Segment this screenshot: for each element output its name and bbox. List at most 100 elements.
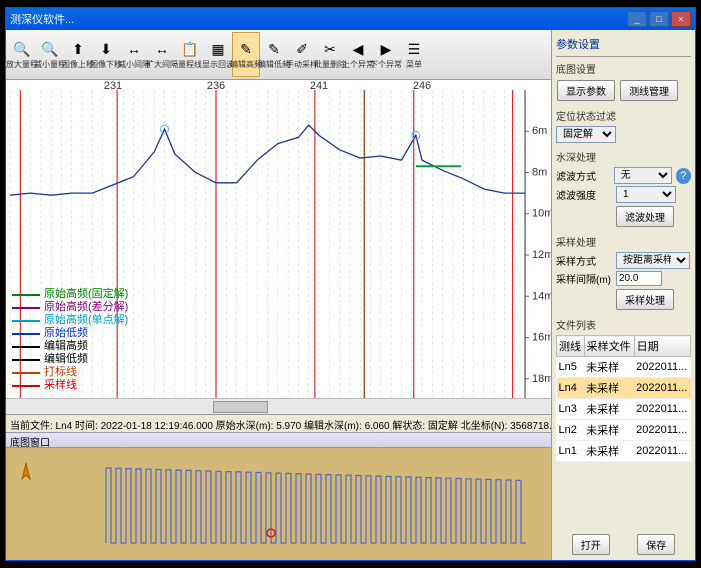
position-filter-select[interactable]: 固定解 (556, 126, 616, 143)
close-button[interactable]: × (671, 11, 691, 27)
sample-group: 采样处理 采样方式 按距离采样 采样间隔(m) 采样处理 (556, 234, 691, 311)
edit-lf-icon: ✎ (264, 39, 284, 59)
zoom-in-icon: 🔍 (12, 39, 32, 59)
open-button[interactable]: 打开 (572, 534, 610, 555)
zoom-in-button[interactable]: 🔍放大量程 (8, 32, 36, 77)
help-icon[interactable]: ? (676, 168, 691, 184)
next-icon: ▶ (376, 39, 396, 59)
table-row[interactable]: Ln3未采样2022011... (557, 399, 691, 420)
svg-text:10m: 10m (532, 208, 551, 220)
prev-button[interactable]: ◀上个异常 (344, 32, 372, 77)
position-group: 定位状态过滤 固定解 (556, 108, 691, 143)
edit-lf-button[interactable]: ✎编辑低频 (260, 32, 288, 77)
map-area[interactable] (6, 448, 551, 560)
svg-text:246: 246 (413, 80, 431, 92)
svg-text:6m: 6m (532, 125, 547, 137)
filter-strength-label: 滤波强度 (556, 187, 612, 202)
line-manage-button[interactable]: 测线管理 (620, 80, 678, 101)
side-panel-title: 参数设置 (556, 34, 691, 57)
edit-hf-icon: ✎ (236, 39, 256, 59)
scrollbar-thumb[interactable] (213, 401, 268, 413)
sample-process-button[interactable]: 采样处理 (616, 289, 674, 310)
files-group: 文件列表 测线采样文件日期Ln5未采样2022011...Ln4未采样20220… (556, 317, 691, 462)
menu-icon: ☰ (404, 39, 424, 59)
app-window: 测深仪软件... _ □ × 🔍放大量程🔍减小量程⬆图像上移⬇图像下移↔减小间隔… (5, 7, 696, 561)
legend-item: 原始高频(单点解) (12, 314, 128, 327)
widen-button[interactable]: ↔扩大间隔 (148, 32, 176, 77)
edit-hf-button[interactable]: ✎编辑高频 (232, 32, 260, 77)
widen-icon: ↔ (152, 39, 172, 59)
legend-item: 打标线 (12, 366, 128, 379)
depth-group: 水深处理 滤波方式 无 ? 滤波强度 1 滤波处理 (556, 149, 691, 228)
legend-item: 原始低频 (12, 327, 128, 340)
svg-text:18m: 18m (532, 373, 551, 385)
view-group: 底图设置 显示参数 测线管理 (556, 61, 691, 102)
main-panel: 🔍放大量程🔍减小量程⬆图像上移⬇图像下移↔减小间隔↔扩大间隔📋量程线▦显示回波✎… (6, 30, 552, 560)
filter-strength-select[interactable]: 1 (616, 186, 676, 203)
prev-icon: ◀ (348, 39, 368, 59)
minimize-button[interactable]: _ (627, 11, 647, 27)
bottom-buttons: 打开 保存 (558, 533, 689, 556)
filter-process-button[interactable]: 滤波处理 (616, 206, 674, 227)
window-buttons: _ □ × (627, 11, 691, 27)
manual-button[interactable]: ✐手动采样 (288, 32, 316, 77)
save-button[interactable]: 保存 (637, 534, 675, 555)
chart-area[interactable]: 2312362412466m8m10m12m14m16m18m 原始高频(固定解… (6, 80, 551, 398)
map-title: 底图窗口 (6, 432, 551, 448)
sample-mode-select[interactable]: 按距离采样 (616, 252, 690, 269)
show-echo-button[interactable]: ▦显示回波 (204, 32, 232, 77)
zoom-out-icon: 🔍 (40, 39, 60, 59)
toolbar: 🔍放大量程🔍减小量程⬆图像上移⬇图像下移↔减小间隔↔扩大间隔📋量程线▦显示回波✎… (6, 30, 551, 80)
window-title: 测深仪软件... (10, 11, 627, 27)
manual-icon: ✐ (292, 39, 312, 59)
position-group-title: 定位状态过滤 (556, 108, 691, 123)
legend-item: 原始高频(固定解) (12, 288, 128, 301)
table-row[interactable]: Ln2未采样2022011... (557, 420, 691, 441)
legend-item: 编辑低频 (12, 353, 128, 366)
svg-text:8m: 8m (532, 166, 547, 178)
sample-gap-input[interactable] (616, 271, 662, 286)
menu-button[interactable]: ☰菜单 (400, 32, 428, 77)
svg-text:14m: 14m (532, 290, 551, 302)
svg-text:241: 241 (310, 80, 328, 92)
zoom-out-button[interactable]: 🔍减小量程 (36, 32, 64, 77)
chart-scrollbar[interactable] (6, 398, 551, 414)
narrow-icon: ↔ (124, 39, 144, 59)
filter-mode-select[interactable]: 无 (614, 167, 672, 184)
batch-del-icon: ✂ (320, 39, 340, 59)
status-bar: 当前文件: Ln4 时间: 2022-01-18 12:19:46.000 原始… (6, 414, 551, 432)
svg-text:231: 231 (104, 80, 122, 92)
move-up-icon: ⬆ (68, 39, 88, 59)
maximize-button[interactable]: □ (649, 11, 669, 27)
sample-group-title: 采样处理 (556, 234, 691, 249)
sample-gap-label: 采样间隔(m) (556, 271, 612, 286)
table-row[interactable]: Ln5未采样2022011... (557, 357, 691, 378)
app-body: 🔍放大量程🔍减小量程⬆图像上移⬇图像下移↔减小间隔↔扩大间隔📋量程线▦显示回波✎… (6, 30, 695, 560)
filter-mode-label: 滤波方式 (556, 168, 610, 183)
table-row[interactable]: Ln4未采样2022011... (557, 378, 691, 399)
files-group-title: 文件列表 (556, 317, 691, 332)
show-echo-icon: ▦ (208, 39, 228, 59)
titlebar[interactable]: 测深仪软件... _ □ × (6, 8, 695, 30)
next-button[interactable]: ▶下个异常 (372, 32, 400, 77)
range-line-button[interactable]: 📋量程线 (176, 32, 204, 77)
batch-del-button[interactable]: ✂批量删除 (316, 32, 344, 77)
move-up-button[interactable]: ⬆图像上移 (64, 32, 92, 77)
depth-group-title: 水深处理 (556, 149, 691, 164)
file-table[interactable]: 测线采样文件日期Ln5未采样2022011...Ln4未采样2022011...… (556, 335, 691, 462)
svg-text:16m: 16m (532, 332, 551, 344)
side-panel: 参数设置 底图设置 显示参数 测线管理 定位状态过滤 固定解 水深处理 滤波方式… (552, 30, 695, 560)
table-row[interactable]: Ln1未采样2022011... (557, 441, 691, 462)
move-down-icon: ⬇ (96, 39, 116, 59)
legend-item: 编辑高频 (12, 340, 128, 353)
track-map (6, 448, 551, 560)
legend: 原始高频(固定解)原始高频(差分解)原始高频(单点解)原始低频编辑高频编辑低频打… (12, 288, 128, 392)
legend-item: 采样线 (12, 379, 128, 392)
sample-mode-label: 采样方式 (556, 253, 612, 268)
narrow-button[interactable]: ↔减小间隔 (120, 32, 148, 77)
legend-item: 原始高频(差分解) (12, 301, 128, 314)
range-line-icon: 📋 (180, 39, 200, 59)
move-down-button[interactable]: ⬇图像下移 (92, 32, 120, 77)
show-params-button[interactable]: 显示参数 (557, 80, 615, 101)
svg-text:12m: 12m (532, 249, 551, 261)
